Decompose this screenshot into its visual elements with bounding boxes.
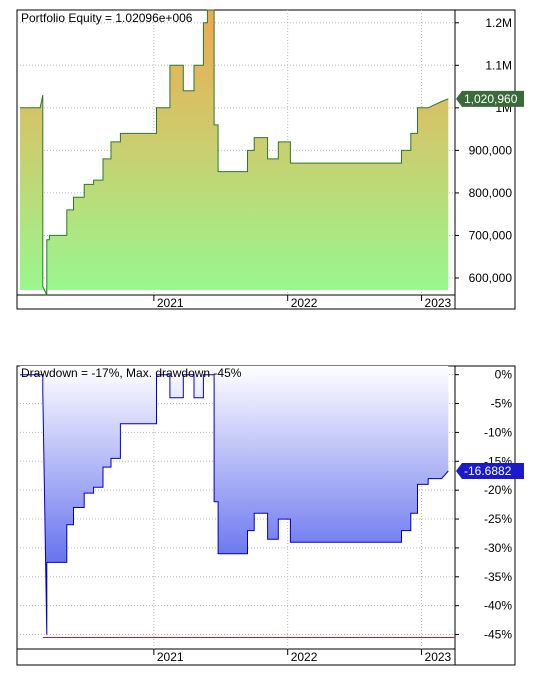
dd-ytick-label: -25% (484, 512, 512, 526)
dd-ytick-label: -45% (484, 628, 512, 642)
dd-xtick-label: 2023 (425, 650, 452, 664)
equity-xtick-label: 2021 (157, 296, 184, 310)
dd-ytick-label: -20% (484, 483, 512, 497)
equity-last-value-label: 1,020,960 (464, 92, 518, 106)
dd-ytick-label: -10% (484, 425, 512, 439)
dd-ytick-label: 0% (495, 368, 513, 382)
drawdown-chart: 0%-5%-10%-15%-20%-25%-30%-35%-40%-45% 20… (16, 365, 524, 666)
equity-title: Portfolio Equity = 1.02096e+006 (21, 11, 193, 25)
drawdown-title: Drawdown = -17%, Max. drawdown -45% (21, 366, 242, 380)
equity-ytick-label: 900,000 (469, 143, 513, 157)
equity-area (20, 10, 449, 295)
dd-ytick-label: -35% (484, 570, 512, 584)
drawdown-area (20, 366, 449, 635)
equity-ytick-label: 1.2M (485, 16, 512, 30)
dd-ytick-label: -30% (484, 541, 512, 555)
equity-ytick-label: 700,000 (469, 228, 513, 242)
equity-xtick-label: 2022 (291, 296, 318, 310)
equity-ytick-label: 600,000 (469, 271, 513, 285)
drawdown-line (20, 374, 449, 635)
dd-last-value-label: -16.6882 (464, 464, 512, 478)
equity-ytick-label: 1.1M (485, 58, 512, 72)
dd-xtick-label: 2021 (157, 650, 184, 664)
dd-xtick-label: 2022 (291, 650, 318, 664)
dd-last-value-marker (456, 463, 524, 480)
equity-ytick-label: 800,000 (469, 186, 513, 200)
equity-line (20, 9, 449, 296)
equity-last-value-marker (456, 90, 524, 107)
dd-ytick-label: -5% (491, 397, 513, 411)
dd-ytick-label: -40% (484, 599, 512, 613)
equity-xtick-label: 2023 (425, 296, 452, 310)
